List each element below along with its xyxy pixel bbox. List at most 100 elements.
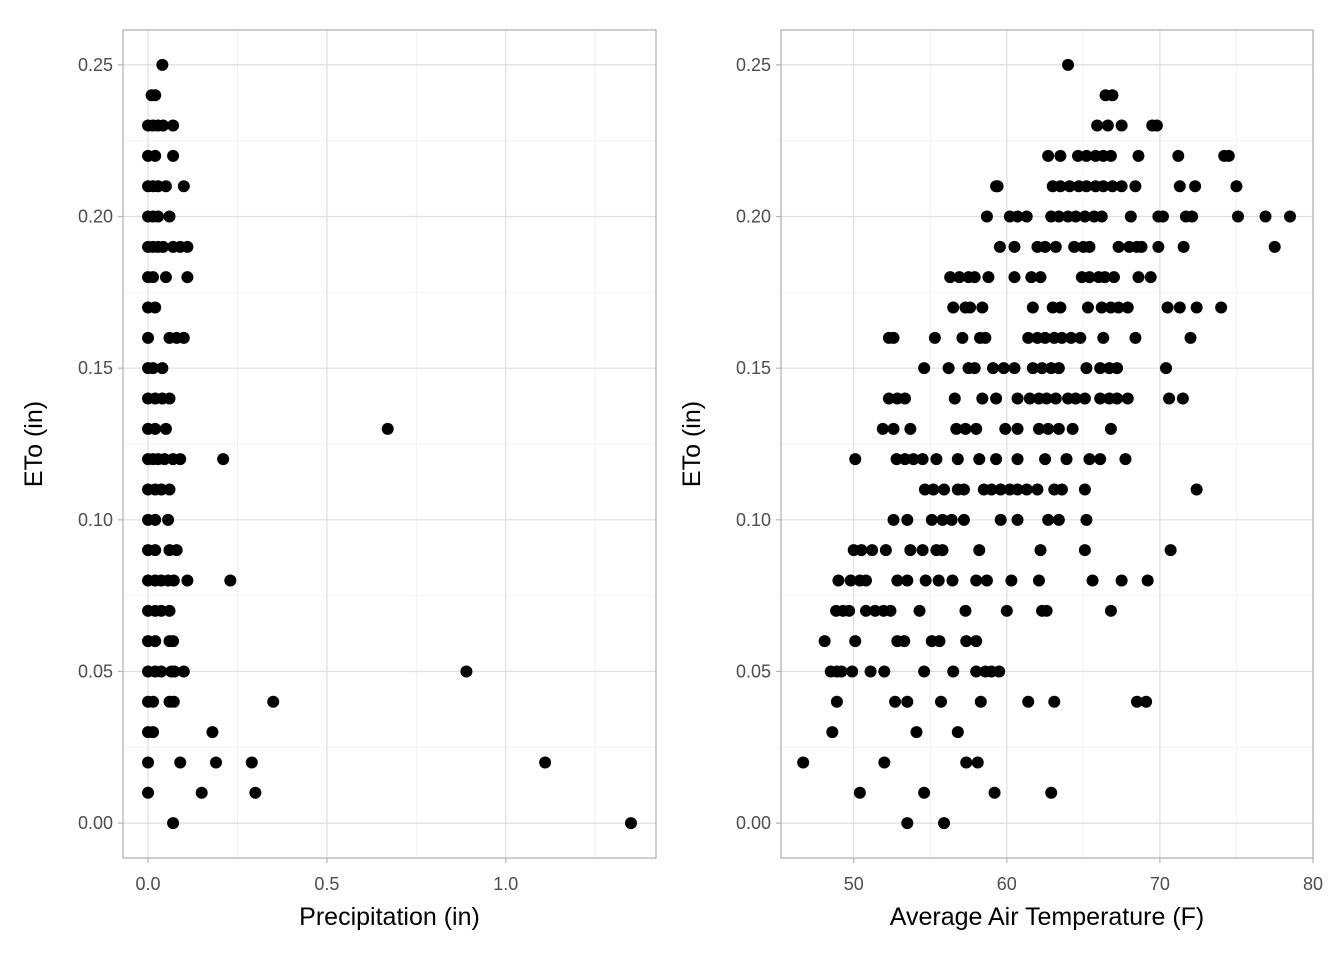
data-point [195,786,208,799]
data-point [1121,301,1134,314]
panel-border [780,29,1314,859]
data-point [1160,362,1173,375]
data-point [1022,695,1035,708]
data-point [993,665,1006,678]
data-point [167,817,180,830]
data-point [224,574,237,587]
data-point [1034,544,1047,557]
data-point [1172,149,1185,162]
data-point [142,331,155,344]
x-tick-label: 50 [844,874,864,894]
data-point [997,362,1010,375]
data-point [976,392,989,405]
data-point [1040,604,1053,617]
data-point [918,483,931,496]
data-point [1094,392,1107,405]
data-point [887,422,900,435]
data-point [624,817,637,830]
data-point [170,544,183,557]
y-tick-label: 0.00 [78,813,113,833]
data-point [932,574,945,587]
data-point [1230,180,1243,193]
data-point [946,574,959,587]
data-point [163,392,176,405]
data-point [1111,392,1124,405]
data-point [1008,362,1021,375]
data-point [918,786,931,799]
data-point [1086,574,1099,587]
data-point [960,756,973,769]
data-point [1052,422,1065,435]
y-tick-label: 0.15 [78,358,113,378]
data-point [1173,301,1186,314]
data-point [901,574,914,587]
y-tick-label: 0.05 [78,661,113,681]
data-point [959,604,972,617]
data-point [206,726,219,739]
data-point [1268,240,1281,253]
data-point [155,665,168,678]
data-point [1156,210,1169,223]
data-point [1104,604,1117,617]
data-point [1078,392,1091,405]
data-point [979,331,992,344]
data-point [1189,180,1202,193]
data-point [142,786,155,799]
data-point [849,635,862,648]
data-point [884,604,897,617]
data-point [1080,362,1093,375]
data-point [988,786,1001,799]
data-point [970,422,983,435]
data-point [938,817,951,830]
data-point [1080,149,1093,162]
data-point [1104,422,1117,435]
data-point [152,210,165,223]
data-point [155,483,168,496]
data-point [1052,362,1065,375]
data-point [1069,210,1082,223]
panel-temperature-vs-eto: 50 60 70 80 0.00 0.05 0.10 0.15 0.20 0.25 Average … [678,29,1323,931]
x-tick-label: 70 [1150,874,1170,894]
data-point [1097,180,1110,193]
data-point [959,422,972,435]
data-point [1042,422,1055,435]
data-point [855,544,868,557]
data-point [149,301,162,314]
data-point [928,331,941,344]
data-point [1023,392,1036,405]
data-point [1112,301,1125,314]
y-tick-label: 0.00 [736,813,771,833]
data-point [163,604,176,617]
data-point [1186,210,1199,223]
data-point [957,513,970,526]
data-point [1026,362,1039,375]
x-tick-label: 80 [1303,874,1323,894]
data-point [951,453,964,466]
data-point [1054,301,1067,314]
data-point [149,149,162,162]
data-point [980,574,993,587]
data-point [174,453,187,466]
data-point [1066,422,1079,435]
data-point [1026,301,1039,314]
data-point [1063,180,1076,193]
data-point [1161,301,1174,314]
data-point [835,665,848,678]
data-point [1020,210,1033,223]
data-point [1140,695,1153,708]
data-point [147,695,160,708]
data-point [1078,483,1091,496]
data-point [1048,695,1061,708]
data-point [999,422,1012,435]
y-tick-label: 0.20 [736,207,771,227]
data-point [177,180,190,193]
data-point [916,544,929,557]
data-point [1080,513,1093,526]
data-point [1190,301,1203,314]
data-point [1011,483,1024,496]
data-point [149,544,162,557]
data-point [1284,210,1297,223]
data-point [1074,331,1087,344]
data-point [1055,483,1068,496]
data-point [970,665,983,678]
